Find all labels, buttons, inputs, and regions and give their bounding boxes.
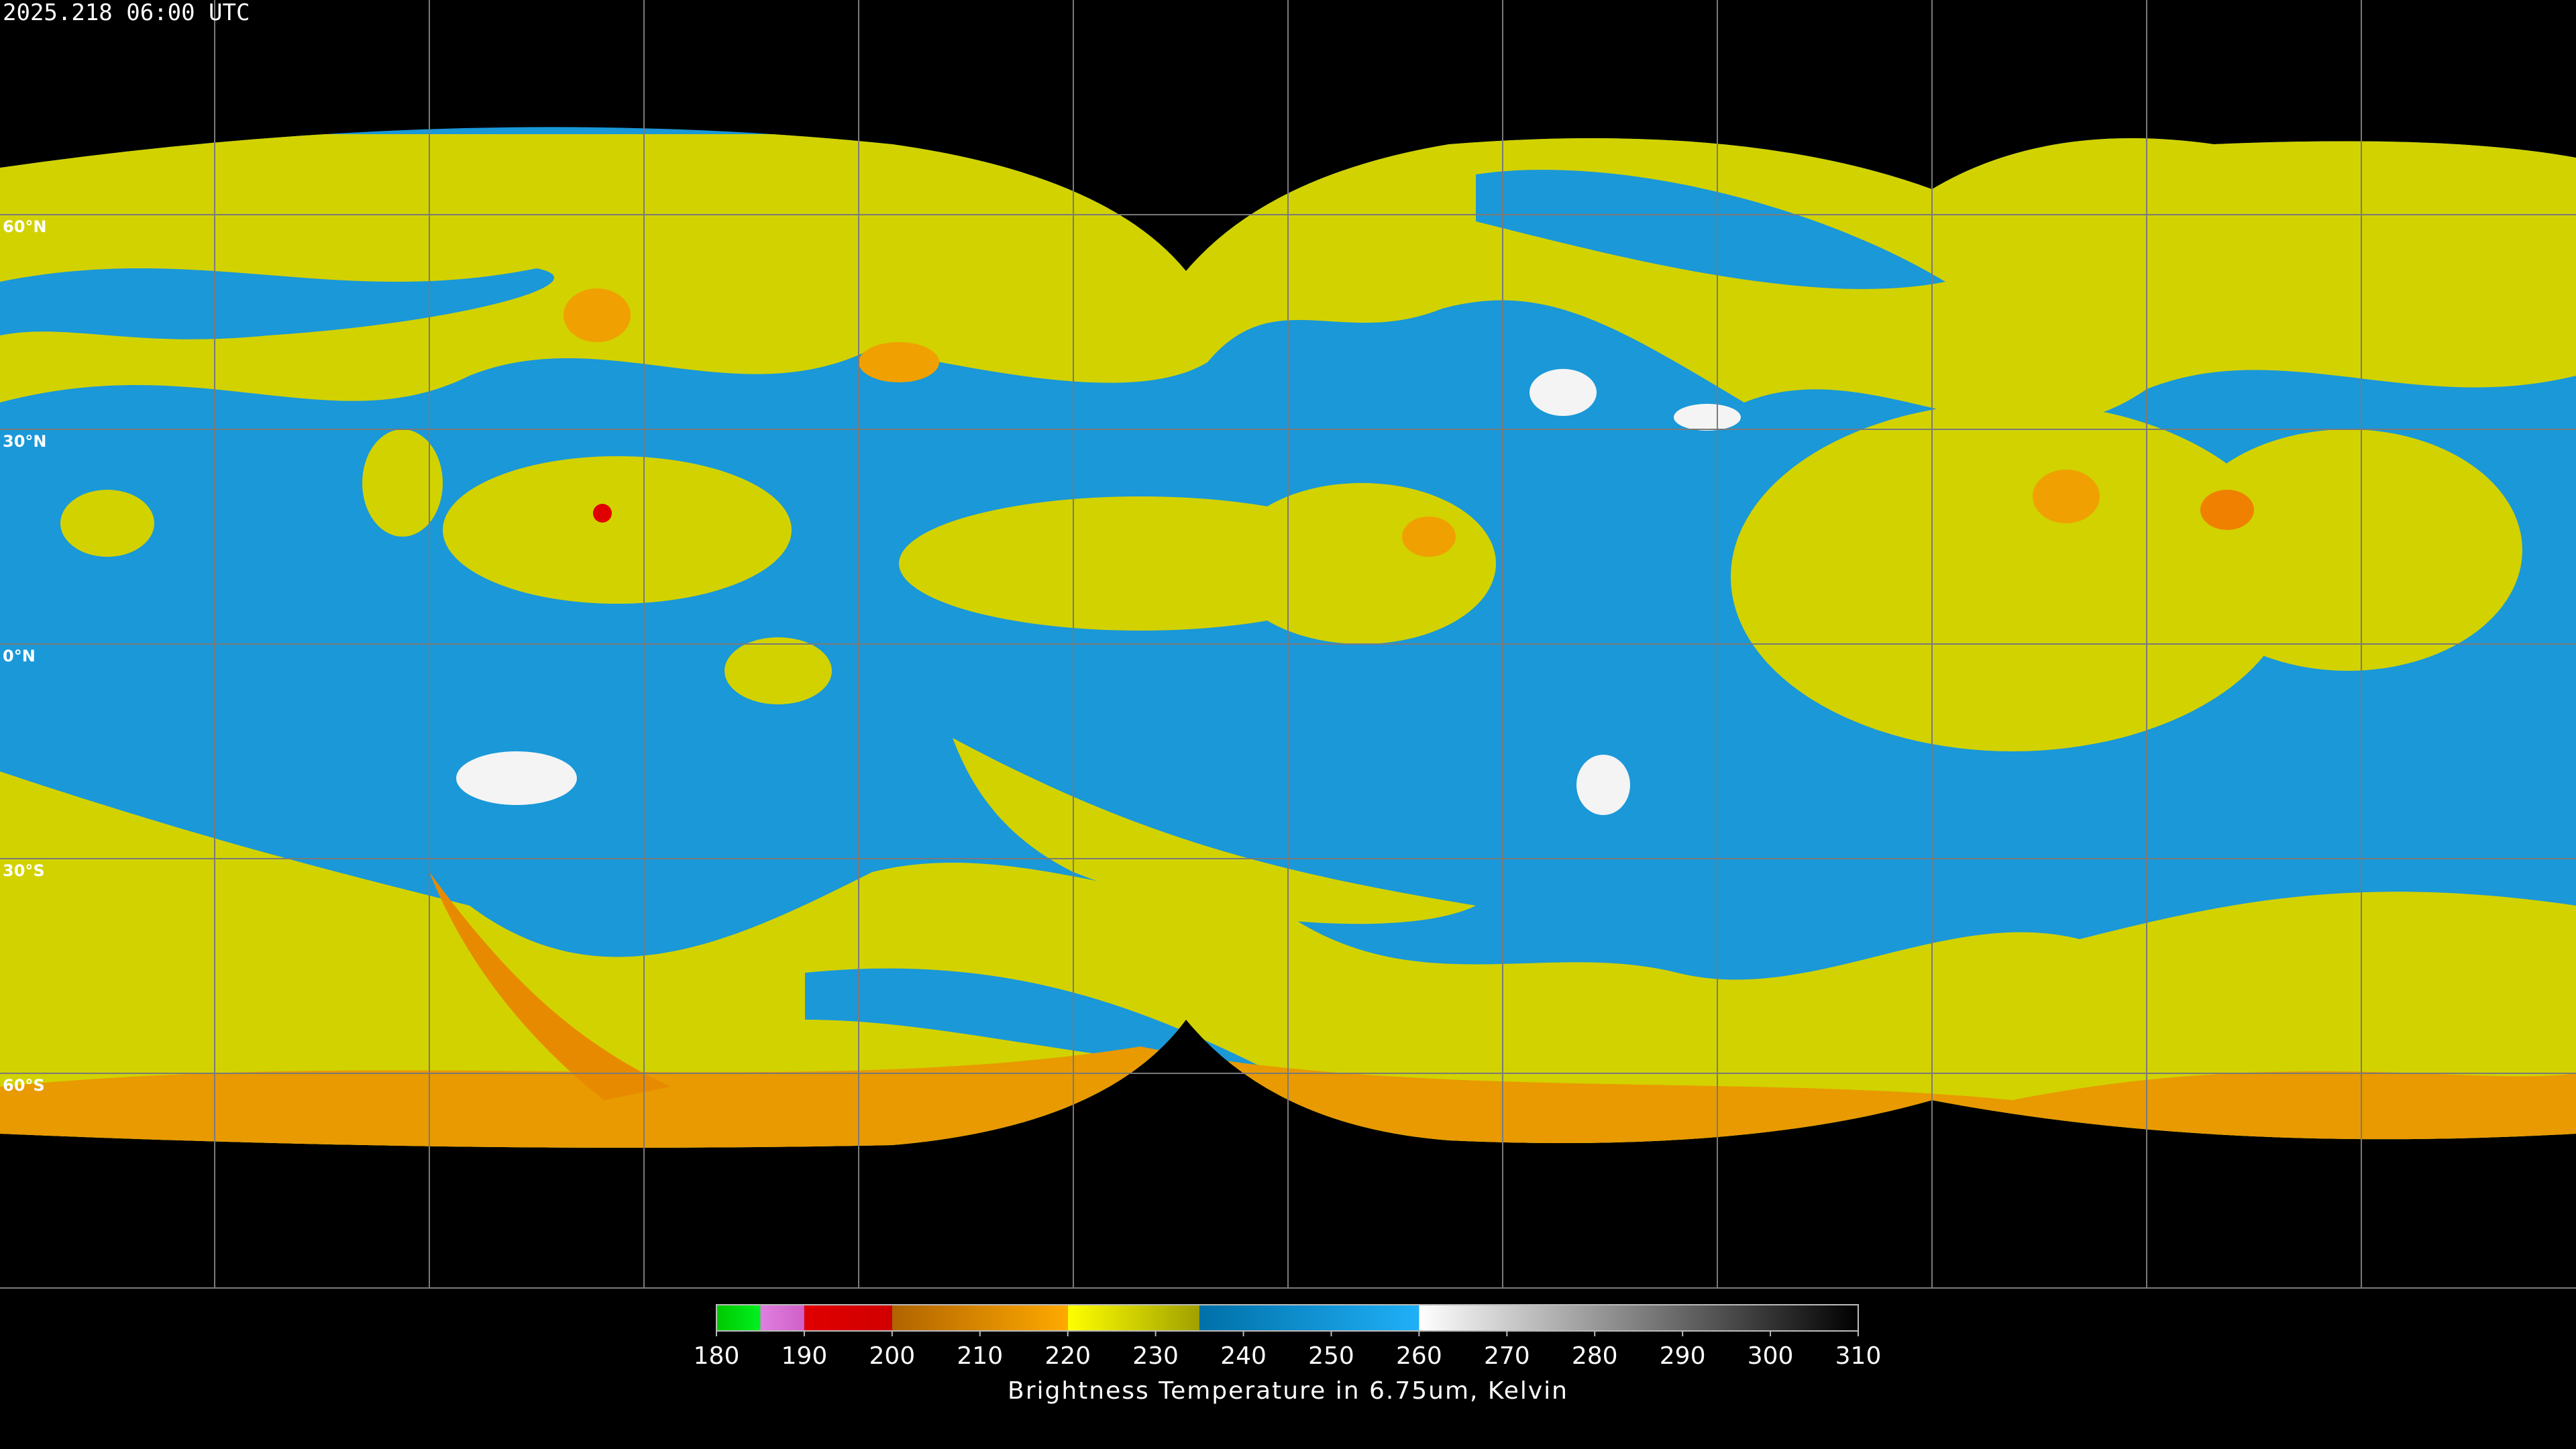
convection xyxy=(60,490,154,557)
colorbar-segment xyxy=(1199,1305,1419,1331)
dry-streak xyxy=(953,738,1476,924)
colorbar-tick-label: 300 xyxy=(1748,1342,1794,1370)
convection xyxy=(2174,429,2522,671)
warm-area xyxy=(1576,755,1630,815)
colorbar-segment xyxy=(1067,1305,1200,1331)
colorbar-tick-label: 250 xyxy=(1308,1342,1354,1370)
colorbar-tick-label: 280 xyxy=(1572,1342,1618,1370)
moist-streak xyxy=(0,268,555,339)
colorbar-segment xyxy=(1419,1305,1858,1331)
colorbar-tick-label: 220 xyxy=(1044,1342,1091,1370)
convection xyxy=(1731,402,2294,751)
colorbar-tick-label: 180 xyxy=(694,1342,740,1370)
cold-cloud xyxy=(564,288,631,342)
moist-streak xyxy=(805,968,1275,1073)
convection xyxy=(1228,483,1496,644)
colorbar-segment xyxy=(760,1305,804,1331)
cold-streak xyxy=(429,872,671,1100)
convection xyxy=(443,456,792,604)
colorbar-tick-label: 310 xyxy=(1835,1342,1882,1370)
colorbar-segment xyxy=(892,1305,1068,1331)
cold-cloud xyxy=(2033,470,2100,523)
cold-cloud xyxy=(1402,517,1456,557)
latitude-lines: 60°N 30°N 0°N 30°S 60°S xyxy=(0,214,2576,1095)
colorbar-tick-label: 270 xyxy=(1484,1342,1530,1370)
colorbar-tick-label: 210 xyxy=(957,1342,1003,1370)
latitude-label: 30°S xyxy=(3,861,45,880)
convection xyxy=(724,637,832,704)
colorbar: 180 190 200 210 220 230 240 250 260 270 280 290 300 3… xyxy=(694,1304,1882,1370)
very-cold-cloud xyxy=(593,504,612,523)
convection xyxy=(362,429,443,537)
colorbar-segment xyxy=(804,1305,892,1331)
colorbar-segment xyxy=(716,1305,761,1331)
moist-streak xyxy=(1476,170,1945,289)
colorbar-frame xyxy=(716,1304,1859,1332)
warm-area xyxy=(1529,369,1597,416)
colorbar-tick-label: 290 xyxy=(1660,1342,1706,1370)
colorbar-tick-label: 190 xyxy=(782,1342,828,1370)
colorbar-tick-label: 230 xyxy=(1132,1342,1179,1370)
latitude-label: 60°S xyxy=(3,1076,45,1095)
cold-cloud xyxy=(859,342,939,382)
warm-area xyxy=(1674,404,1741,431)
colorbar-title: Brightness Temperature in 6.75um, Kelvin xyxy=(1008,1377,1568,1405)
cold-cloud xyxy=(2200,490,2254,530)
timestamp: 2025.218 06:00 UTC xyxy=(3,0,250,26)
colorbar-tick-label: 200 xyxy=(869,1342,915,1370)
latitude-label: 30°N xyxy=(3,432,46,451)
colorbar-tick-label: 240 xyxy=(1220,1342,1267,1370)
colorbar-tick-label: 260 xyxy=(1396,1342,1442,1370)
warm-area xyxy=(456,751,577,805)
latitude-label: 0°N xyxy=(3,647,36,665)
latitude-label: 60°N xyxy=(3,217,46,236)
